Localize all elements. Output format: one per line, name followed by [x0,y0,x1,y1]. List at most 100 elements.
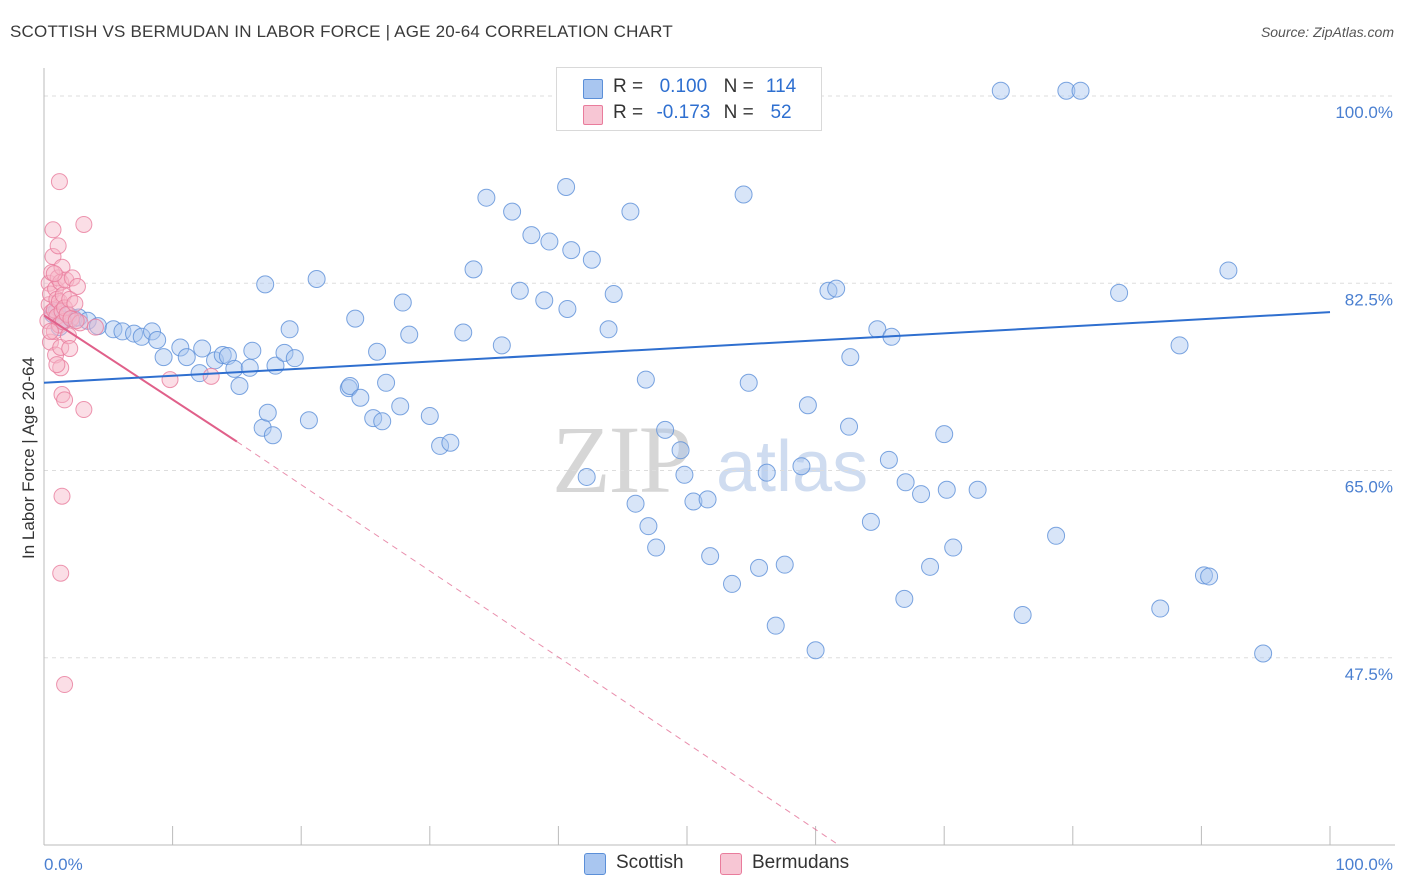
bermudans-point-33 [68,277,86,295]
bermudans-point-51 [45,265,63,283]
scottish-point-45 [391,397,410,416]
scottish-point-100 [921,557,940,576]
scottish-point-93 [861,512,880,531]
scottish-point-85 [775,555,794,574]
bermudans-swatch [583,105,603,125]
scottish-point-89 [819,281,838,300]
scottish-point-64 [582,250,601,269]
scottish-point-24 [230,377,249,395]
bermudans-point-46 [67,312,85,330]
legend-bermudans-n-value: 52 [770,102,792,123]
watermark-zip: ZIP [552,406,692,513]
y-axis-title: In Labor Force | Age 20-64 [19,357,38,559]
scottish-point-60 [557,177,576,196]
source-label: Source: ZipAtlas.com [1260,24,1394,40]
scottish-point-15 [148,330,167,349]
bermudans-trend-line [43,314,238,443]
bottom-bermudans-swatch [720,853,742,875]
scottish-point-40 [351,388,370,407]
bermudans-point-45 [61,340,79,358]
scottish-point-77 [701,547,720,566]
scottish-point-70 [639,517,658,536]
scottish-point-76 [698,490,717,509]
bermudans-point-43 [56,676,74,694]
y-tick-label-2: 82.5% [1345,290,1393,309]
bermudans-point-8 [44,221,62,239]
bermudans-point-49 [202,367,220,385]
legend-bermudans-text: R = -0.173 N = 52 [613,102,803,124]
scottish-point-88 [806,641,825,660]
scottish-point-116 [1254,644,1273,663]
scottish-swatch [583,79,603,99]
scottish-point-111 [1151,599,1170,618]
scottish-point-53 [477,188,496,207]
bermudans-point-50 [41,322,59,340]
bermudans-point-39 [56,391,74,409]
scottish-point-14 [154,348,173,367]
scottish-point-13 [143,322,162,341]
scottish-point-109 [1071,81,1090,100]
bottom-scottish-swatch [584,853,606,875]
scottish-point-110 [1110,283,1129,302]
scottish-point-26 [243,341,262,360]
bermudans-point-16 [49,237,67,255]
x-tick-label-0: 0.0% [44,855,83,874]
chart-title: SCOTTISH VS BERMUDAN IN LABOR FORCE | AG… [10,22,673,41]
legend-scottish-n-label: N = [723,76,754,97]
scottish-point-55 [503,202,522,221]
scottish-point-69 [636,370,655,389]
scottish-point-72 [656,420,675,439]
scottish-point-19 [193,339,212,358]
scottish-point-91 [840,417,859,436]
scottish-point-49 [431,436,450,455]
scottish-point-83 [757,463,776,482]
scottish-point-23 [225,359,244,378]
legend-scottish-text: R = 0.100 N = 114 [613,76,803,98]
scottish-point-87 [798,396,817,415]
bermudans-point-20 [52,338,70,356]
scottish-point-35 [299,411,318,430]
scottish-point-38 [341,377,360,395]
legend-bermudans-r-label: R = [613,102,644,123]
scottish-point-106 [1013,605,1032,624]
scottish-point-59 [540,232,559,251]
scottish-point-67 [621,202,640,221]
scottish-point-56 [510,281,529,300]
scottish-point-82 [750,558,769,577]
scottish-point-84 [766,616,785,635]
scottish-point-113 [1194,566,1213,585]
y-tick-label-3: 100.0% [1335,103,1393,122]
scottish-point-57 [522,226,541,245]
scottish-point-32 [275,343,294,362]
scottish-point-112 [1170,336,1189,355]
scottish-point-74 [675,465,694,484]
bottom-bermudans-label: Bermudans [752,852,850,873]
scottish-point-29 [258,403,277,422]
legend-bermudans-n-label: N = [723,102,754,123]
legend-bermudans-r-value: -0.173 [656,102,711,123]
scottish-point-16 [171,338,190,357]
x-tick-label-1: 100.0% [1335,855,1393,874]
scottish-trend-line [43,311,1331,384]
bermudans-point-44 [48,356,66,374]
scottish-point-58 [535,291,554,310]
scottish-point-47 [400,325,419,344]
scottish-point-101 [935,425,954,444]
scottish-point-71 [647,538,666,557]
correlation-legend: R = 0.100 N = 114 R = -0.173 N = 52 [556,67,822,131]
bermudans-point-36 [50,173,68,191]
bermudans-point-40 [75,401,93,419]
scottish-point-12 [132,327,151,346]
y-tick-label-0: 47.5% [1345,665,1393,684]
scottish-point-21 [213,345,232,364]
scottish-point-43 [373,412,392,431]
scottish-point-10 [113,322,132,341]
scottish-point-66 [604,284,623,303]
bermudans-point-35 [75,215,93,233]
scottish-point-86 [792,457,811,476]
scottish-point-81 [739,373,758,392]
y-tick-label-1: 65.0% [1345,478,1393,497]
scottish-point-108 [1057,81,1076,100]
scottish-point-39 [346,309,365,328]
